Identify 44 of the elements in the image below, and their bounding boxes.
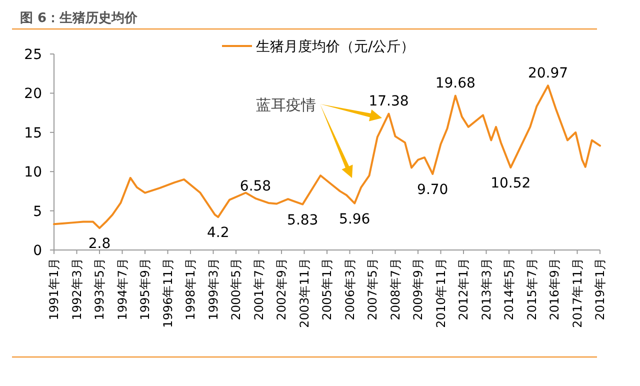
x-tick-label: 2000年5月 (229, 258, 243, 320)
x-tick-label: 2010年11月 (434, 258, 448, 328)
data-label: 10.52 (490, 176, 531, 192)
x-tick-label: 1999年3月 (206, 258, 220, 320)
data-label: 9.70 (417, 182, 448, 198)
x-tick-label: 1991年1月 (47, 258, 61, 320)
y-tick-label: 15 (24, 125, 42, 142)
x-tick-label: 2019年1月 (593, 258, 607, 320)
x-tick-label: 2017年11月 (570, 258, 584, 328)
x-tick-label: 2005年1月 (320, 258, 334, 320)
data-label: 6.58 (240, 178, 272, 194)
x-tick-label: 2003年11月 (297, 258, 312, 328)
legend-label: 生猪月度均价（元/公斤） (256, 39, 415, 55)
data-label: 2.8 (88, 236, 111, 252)
x-tick-label: 2013年3月 (479, 258, 494, 320)
y-tick-label: 10 (24, 164, 42, 181)
x-tick-label: 1993年5月 (92, 258, 106, 320)
x-tick-label: 2009年9月 (411, 258, 425, 320)
chart-title: 图 6：生猪历史均价 (20, 11, 139, 26)
x-tick-label: 2014年5月 (502, 258, 516, 320)
x-tick-label: 2006年3月 (342, 258, 357, 320)
x-tick-label: 1996年11月 (160, 258, 175, 328)
x-tick-label: 1994年7月 (115, 258, 130, 320)
x-tick-label: 2001年7月 (252, 258, 266, 320)
x-tick-label: 2012年1月 (456, 258, 470, 320)
x-tick-label: 1995年9月 (138, 258, 152, 320)
x-tick-label: 1992年3月 (70, 258, 84, 320)
x-tick-label: 1998年1月 (184, 258, 198, 320)
data-label: 5.83 (287, 212, 318, 228)
data-label: 19.68 (435, 76, 476, 92)
y-tick-label: 25 (24, 47, 42, 63)
y-tick-label: 20 (24, 86, 42, 102)
x-tick-label: 2002年9月 (274, 258, 288, 320)
annotation: 蓝耳疫情 (256, 96, 316, 114)
x-tick-label: 2008年7月 (388, 258, 402, 320)
x-tick-label: 2007年5月 (366, 258, 380, 320)
data-label: 20.97 (528, 66, 568, 82)
x-tick-label: 2016年9月 (548, 258, 562, 320)
y-tick-label: 0 (33, 243, 42, 259)
x-tick-label: 2015年7月 (524, 258, 539, 320)
y-tick-label: 5 (33, 204, 42, 220)
data-label: 4.2 (206, 225, 230, 242)
data-label: 5.96 (339, 211, 370, 228)
data-label: 17.38 (368, 94, 409, 110)
